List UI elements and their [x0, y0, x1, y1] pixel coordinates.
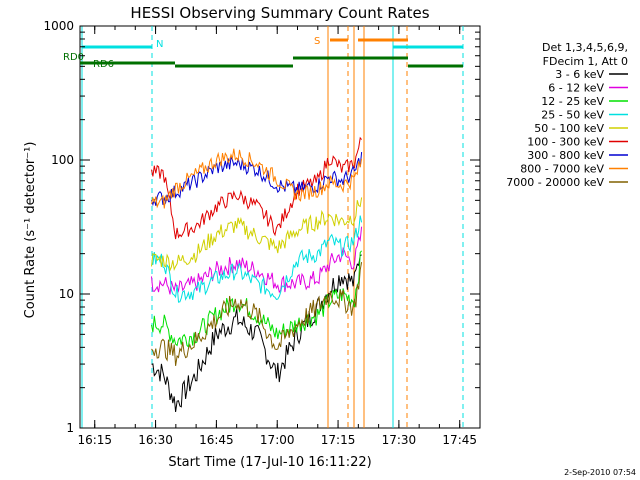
flag-label: S — [314, 36, 320, 47]
series-line — [151, 226, 363, 295]
x-tick-label: 16:15 — [77, 433, 112, 447]
chart-title: HESSI Observing Summary Count Rates — [130, 4, 429, 22]
y-tick-label: 10 — [59, 287, 74, 301]
legend-label: 800 - 7000 keV — [520, 163, 604, 176]
status-flags: RD0 RD6 N S — [63, 26, 464, 428]
series-line — [151, 215, 363, 303]
series-line — [151, 250, 362, 349]
y-axis-label: Count Rate (s⁻¹ detector⁻¹) — [23, 142, 38, 319]
x-tick-label: 16:45 — [199, 433, 234, 447]
series-line — [151, 152, 363, 207]
legend-label: 300 - 800 keV — [527, 149, 604, 162]
x-axis: 16:15 16:30 16:45 17:00 17:15 17:30 17:45 — [77, 26, 481, 447]
series-line — [151, 148, 363, 209]
legend-label: 3 - 6 keV — [555, 68, 604, 81]
x-tick-label: 17:15 — [321, 433, 356, 447]
series-line — [151, 262, 363, 366]
legend-label: 12 - 25 keV — [541, 95, 604, 108]
flag-label: N — [156, 39, 163, 50]
flag-label: RD6 — [93, 59, 114, 70]
y-tick-label: 1000 — [43, 19, 74, 33]
x-axis-label: Start Time (17-Jul-10 16:11:22) — [168, 455, 371, 470]
x-tick-label: 17:45 — [442, 433, 477, 447]
x-tick-label: 17:00 — [260, 433, 295, 447]
legend-header-2: FDecim 1, Att 0 — [543, 55, 628, 68]
legend-label: 100 - 300 keV — [527, 136, 604, 149]
legend-label: 25 - 50 keV — [541, 109, 604, 122]
series-group — [151, 136, 363, 412]
series-line — [151, 197, 363, 273]
legend: Det 1,3,4,5,6,9, FDecim 1, Att 0 3 - 6 k… — [506, 41, 628, 189]
legend-label: 7000 - 20000 keV — [506, 176, 604, 189]
x-tick-label: 16:30 — [138, 433, 173, 447]
plot-border — [79, 25, 481, 429]
legend-label: 50 - 100 keV — [534, 122, 604, 135]
flag-label: RD0 — [63, 52, 84, 63]
legend-label: 6 - 12 keV — [548, 82, 604, 95]
y-tick-label: 100 — [51, 153, 74, 167]
legend-header-1: Det 1,3,4,5,6,9, — [542, 41, 628, 54]
y-axis: 1 10 100 1000 — [43, 19, 480, 435]
y-tick-label: 1 — [66, 421, 74, 435]
x-tick-label: 17:30 — [382, 433, 417, 447]
series-line — [151, 136, 362, 240]
date-stamp: 2-Sep-2010 07:54 — [564, 468, 636, 477]
plot-frame — [79, 25, 481, 429]
